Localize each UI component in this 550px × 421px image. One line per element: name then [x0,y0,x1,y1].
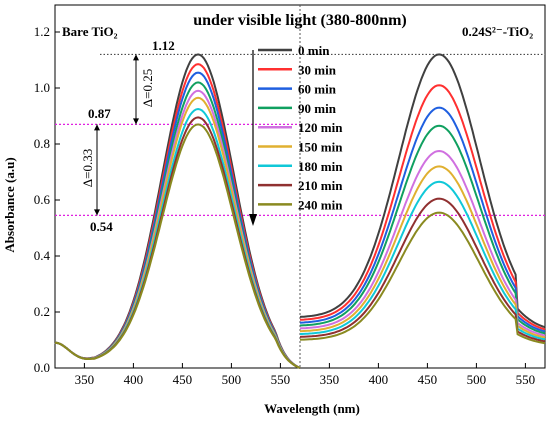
guide-lines [55,50,545,226]
x-tick-label: 350 [320,372,340,387]
trend-arrow-head [249,214,257,226]
axes: 0.0 0.2 0.4 0.6 0.8 1.0 1.2 350 400 450 500 550 350 4… [34,24,535,387]
delta-label-top: Δ=0.25 [140,69,155,107]
legend: 0 min 30 min 60 min 90 min 120 min 150 min 180… [258,43,343,212]
delta-arrow-bottom-head-up [94,124,100,131]
legend-label: 210 min [298,178,343,193]
x-tick-label: 400 [124,372,144,387]
curve-doped-8 [299,211,546,345]
x-tick-label: 500 [467,372,487,387]
curve-bare-6 [54,107,301,369]
curve-doped-1 [299,84,546,331]
legend-label: 180 min [298,159,343,174]
curve-doped-6 [300,180,546,341]
curve-bare-8 [54,123,301,369]
y-tick-label: 0.4 [34,248,51,263]
curve-bare-0 [54,53,301,369]
y-tick-label: 0.0 [34,360,50,375]
delta-arrow-top-head-down [133,118,139,125]
y-tick-label: 1.0 [34,80,50,95]
x-tick-label: 450 [173,372,193,387]
panel-label-doped-tio2: 0.24S²⁻-TiO₂ [462,24,533,39]
x-tick-label: 350 [75,372,95,387]
legend-label: 30 min [298,62,337,77]
x-tick-label: 500 [222,372,242,387]
value-label-low: 0.54 [90,219,113,234]
y-tick-label: 0.2 [34,304,50,319]
legend-label: 240 min [298,197,343,212]
curve-doped-5 [299,165,546,339]
bare-tio2-curves [54,53,301,369]
chart-title: under visible light (380-800nm) [193,12,407,29]
y-tick-label: 0.8 [34,136,50,151]
y-tick-label: 1.2 [34,24,50,39]
curve-doped-0 [299,53,546,329]
x-tick-label: 550 [516,372,536,387]
legend-label: 150 min [298,140,343,155]
doped-tio2-curves [299,53,546,345]
curve-doped-4 [299,149,546,337]
curve-doped-2 [299,106,546,333]
x-tick-label: 400 [369,372,389,387]
curve-doped-3 [299,124,546,335]
x-axis-title: Wavelength (nm) [264,401,360,416]
x-tick-label: 550 [271,372,291,387]
curve-doped-7 [299,197,546,343]
x-tick-label: 450 [418,372,438,387]
legend-label: 120 min [298,120,343,135]
legend-label: 0 min [298,43,330,58]
y-tick-label: 0.6 [34,192,51,207]
annotations: under visible light (380-800nm) Bare TiO… [2,12,533,416]
panel-label-bare-tio2: Bare TiO₂ [62,24,118,39]
delta-arrow-top-head-up [133,54,139,61]
legend-label: 60 min [298,82,337,97]
legend-label: 90 min [298,101,337,116]
delta-label-bottom: Δ=0.33 [80,149,95,187]
y-axis-title: Absorbance (a.u) [2,157,17,252]
value-label-top: 1.12 [152,38,175,53]
value-label-mid: 0.87 [88,106,111,121]
delta-arrow-bottom-head-down [94,209,100,216]
